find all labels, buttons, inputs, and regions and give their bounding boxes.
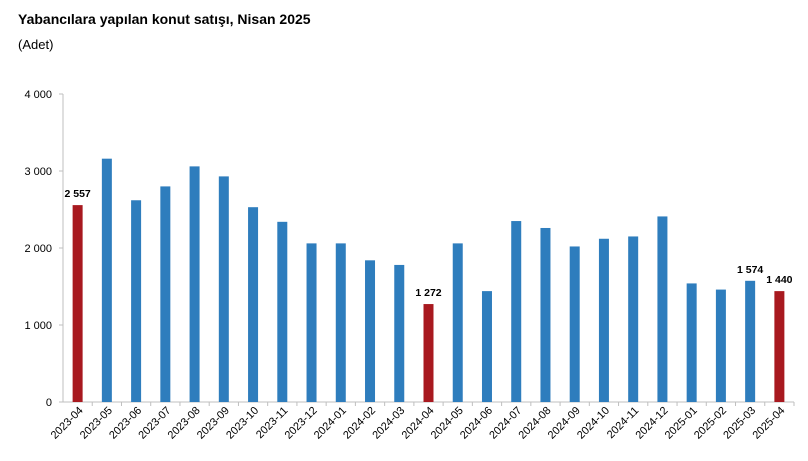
bar [277,221,288,402]
y-tick-label: 2 000 [24,243,52,255]
y-tick-label: 0 [46,397,52,409]
y-tick-label: 1 000 [24,320,52,332]
chart-title: Yabancılara yapılan konut satışı, Nisan … [18,11,311,27]
bar [540,227,551,402]
bar [657,216,668,402]
bar [452,243,463,402]
data-label: 1 574 [737,264,763,276]
bar [131,200,142,402]
bar [72,205,83,402]
bar [365,260,376,402]
bar [481,291,492,402]
bar [306,243,317,402]
x-tick-label: 2024-10 [575,405,612,442]
x-tick-label: 2023-10 [224,405,261,442]
bar [628,236,639,402]
bar [569,246,580,402]
bar [101,158,112,402]
bar [248,207,259,402]
bar [686,283,697,402]
data-label: 1 440 [766,274,792,286]
bar [745,280,756,402]
bar [715,289,726,402]
bar [774,291,785,402]
y-tick-label: 4 000 [24,89,52,101]
data-label: 2 557 [64,188,90,200]
y-tick-label: 3 000 [24,166,52,178]
data-label: 1 272 [415,287,441,299]
bar [598,238,609,402]
bar [511,221,522,402]
bar [189,166,200,402]
bar [335,243,346,402]
bar [423,304,434,402]
x-tick-label: 2025-04 [750,405,787,442]
bar [394,264,405,402]
bar [160,186,171,402]
chart-subtitle: (Adet) [18,37,54,52]
bar [218,176,229,402]
